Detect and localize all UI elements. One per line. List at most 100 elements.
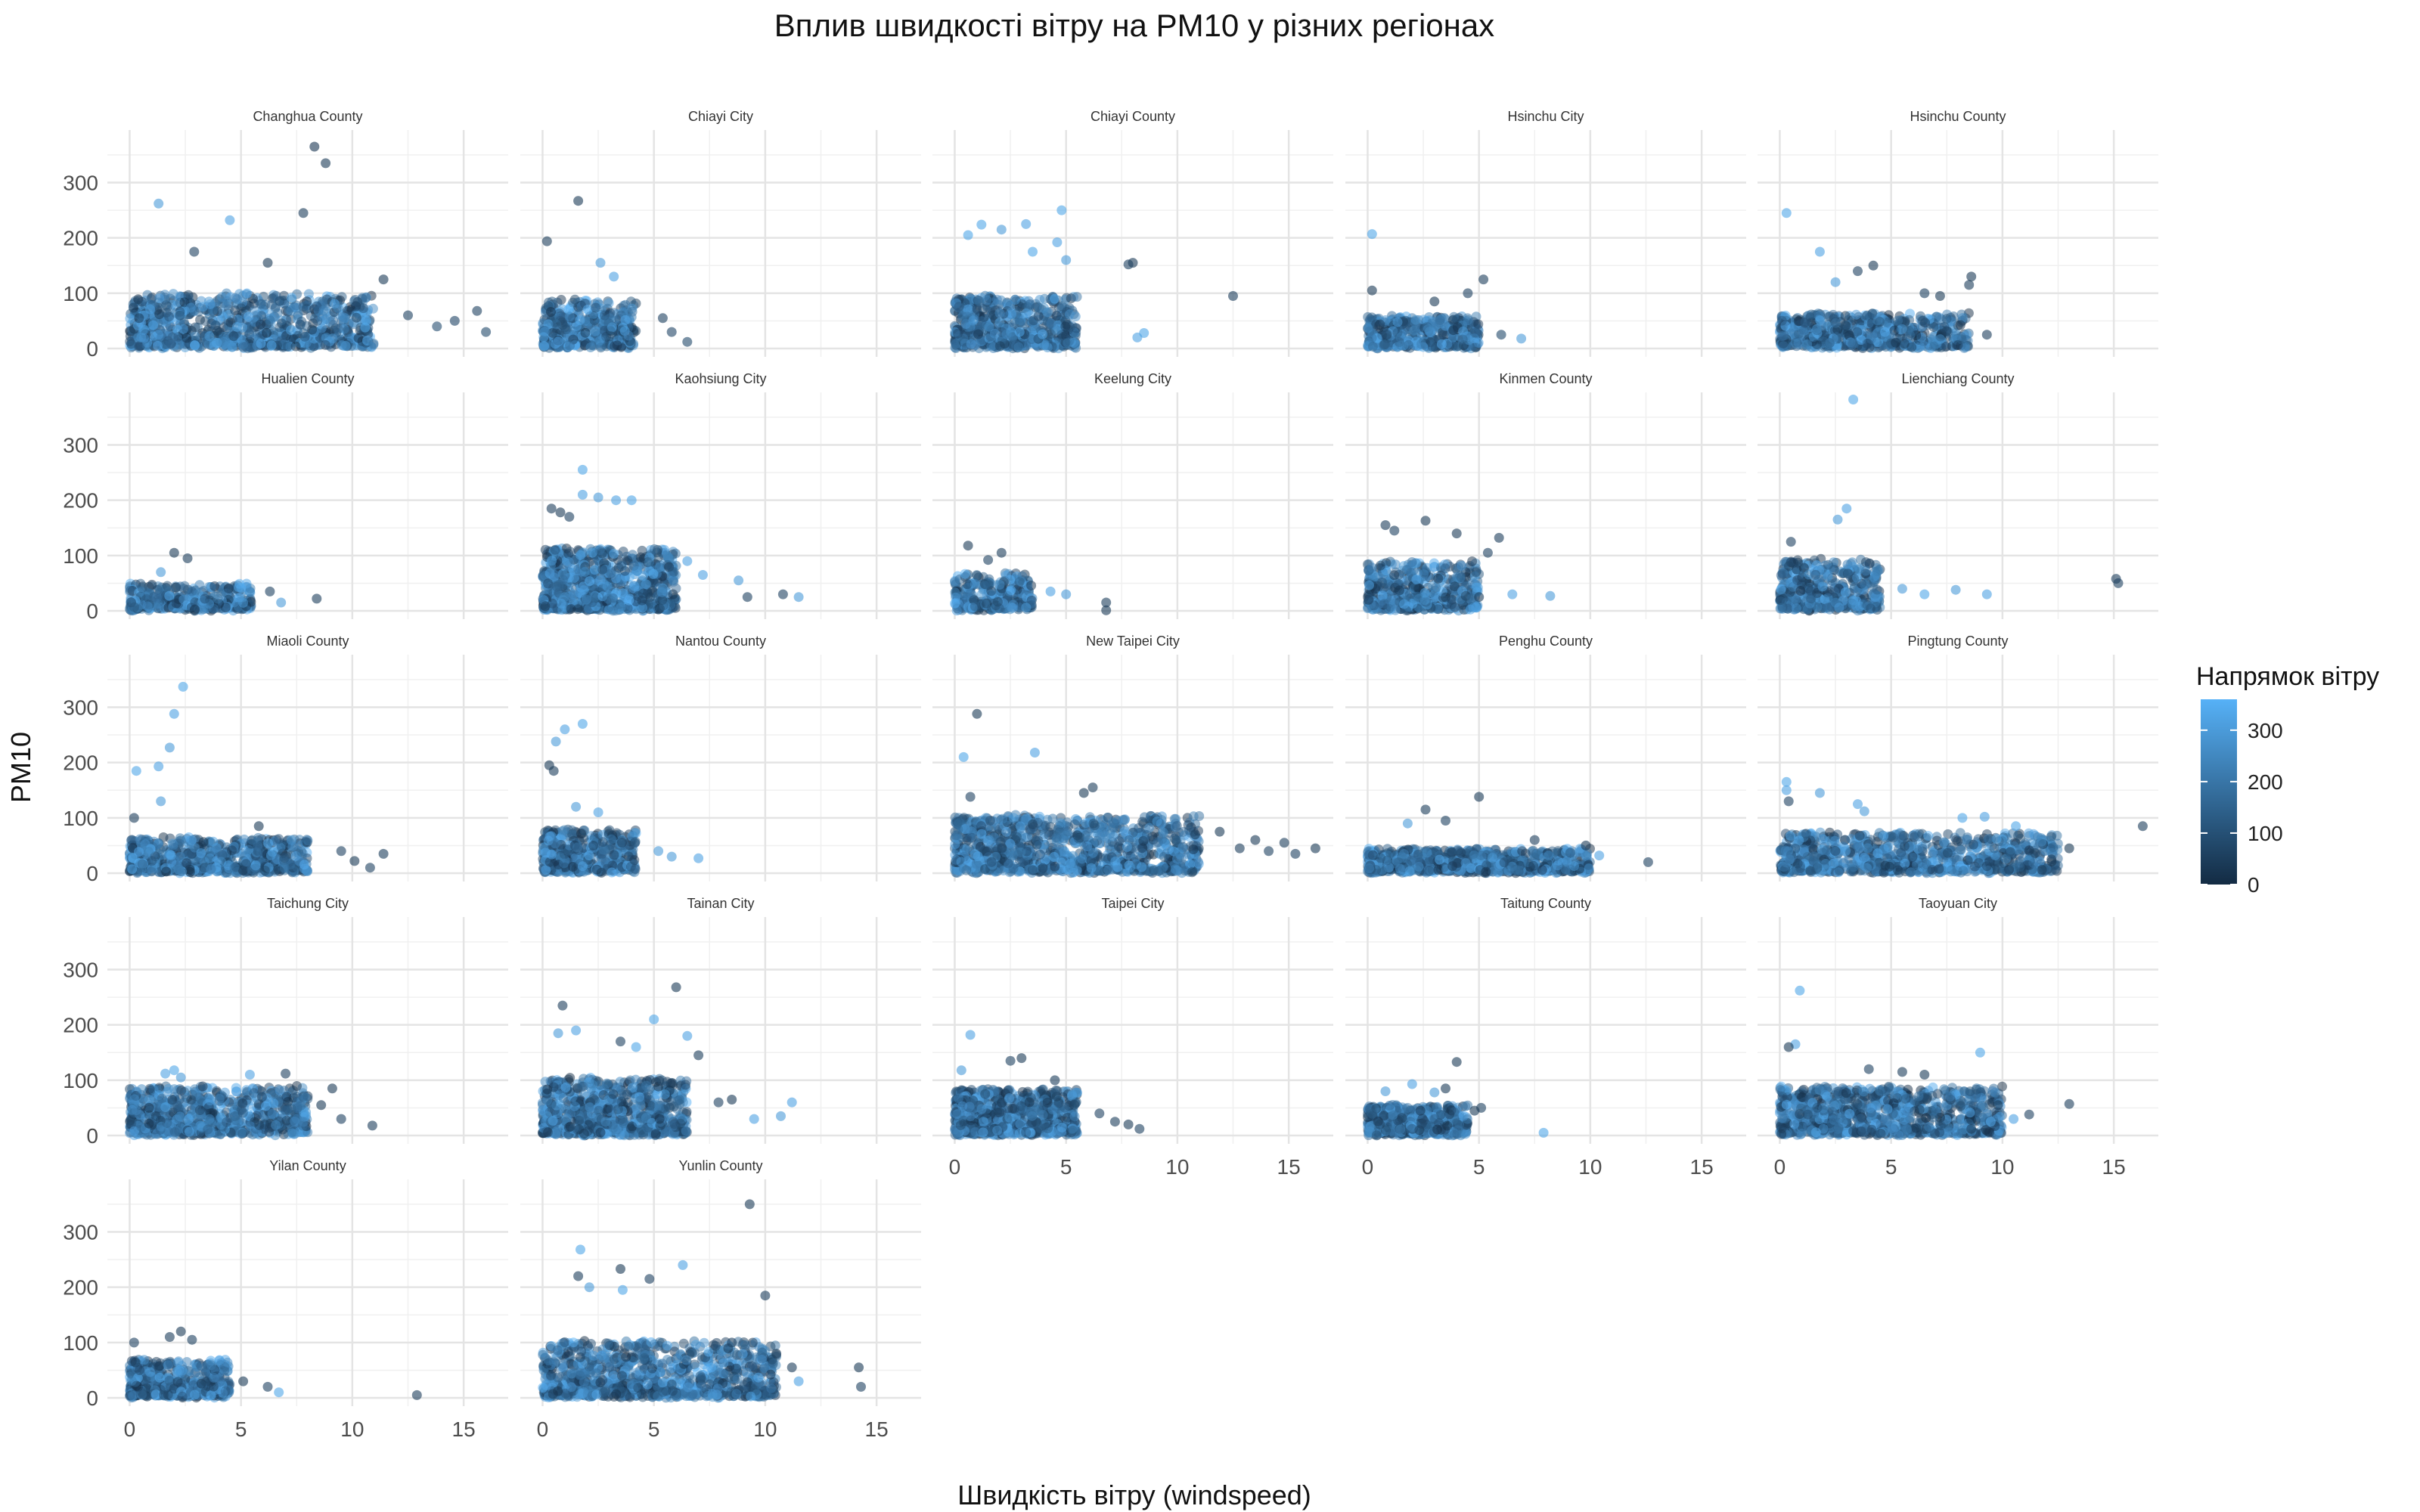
data-point [541,236,552,246]
data-point [403,310,413,321]
data-point [950,577,960,587]
data-point [594,545,605,556]
data-point [549,569,560,580]
data-point [260,299,271,310]
data-point [1897,324,1907,334]
data-point [579,566,590,577]
data-point [608,606,619,616]
data-point [1014,318,1025,328]
data-points [1775,208,1992,353]
data-points [950,541,1112,616]
data-point [595,258,606,268]
data-point [984,577,994,587]
data-point [546,503,557,514]
data-point [351,312,361,323]
data-point [182,553,193,563]
data-point [299,331,310,342]
data-point [378,274,389,285]
data-point [210,320,221,330]
data-point [565,340,576,351]
data-point [190,340,200,351]
data-point [230,305,240,316]
data-point [1014,327,1025,337]
data-point [1132,332,1143,342]
data-point [1881,316,1891,327]
data-point [565,547,576,557]
data-point [1863,339,1873,349]
data-point [1868,260,1879,271]
facet-strip-label: Changhua County [253,109,362,124]
data-points [950,205,1238,354]
data-point [624,595,634,606]
data-point [317,311,327,321]
data-point [1428,342,1438,352]
data-point [1935,334,1946,345]
data-point [125,313,135,324]
data-point [164,311,175,322]
data-point [603,593,613,604]
data-point [256,338,266,349]
data-point [1429,296,1440,307]
data-point [986,341,997,352]
data-point [1043,307,1053,318]
data-point [137,583,147,593]
data-point [265,586,275,596]
data-point [309,141,320,152]
data-point [551,581,561,591]
data-point [573,196,584,206]
data-point [351,301,361,311]
data-point [1123,259,1134,270]
data-point [262,327,271,338]
data-points [124,547,322,616]
data-point [1463,314,1473,325]
data-point [594,336,605,346]
data-point [595,575,606,585]
facet-strip-label: Chiayi County [1091,109,1175,124]
data-point [569,294,580,305]
data-point [545,307,556,317]
y-tick-label: 300 [63,434,98,457]
data-point [556,295,566,305]
data-point [994,308,1005,318]
data-point [1061,589,1072,600]
data-point [333,324,343,334]
data-point [134,313,144,324]
data-point [1101,605,1112,615]
data-point [1042,342,1053,353]
data-point [129,602,139,612]
data-point [1798,326,1808,336]
data-point [1781,208,1792,218]
data-point [137,296,147,307]
data-point [290,341,301,352]
data-point [734,575,744,586]
data-point [963,541,973,551]
data-point [1463,288,1473,299]
data-point [539,341,550,352]
data-point [1014,577,1025,587]
data-point [1063,338,1073,349]
data-point [983,555,994,565]
data-point [591,302,601,313]
data-point [286,325,296,336]
data-point [1034,302,1044,313]
facet-panel: Chiayi County [932,109,1333,357]
data-point [590,327,600,336]
data-point [200,593,210,604]
data-point [1396,340,1407,351]
data-point [603,298,614,308]
data-point [1516,333,1527,344]
data-point [1025,299,1035,309]
data-point [1061,255,1072,265]
data-point [133,321,143,330]
data-point [298,208,309,218]
facet-strip-label: Hsinchu County [1910,109,2006,124]
data-point [220,603,231,613]
data-point [951,343,961,353]
data-point [637,595,647,606]
data-point [125,585,135,596]
data-point [161,300,172,311]
data-point [213,593,223,604]
data-point [337,340,347,351]
data-point [136,332,147,342]
data-point [134,341,144,352]
